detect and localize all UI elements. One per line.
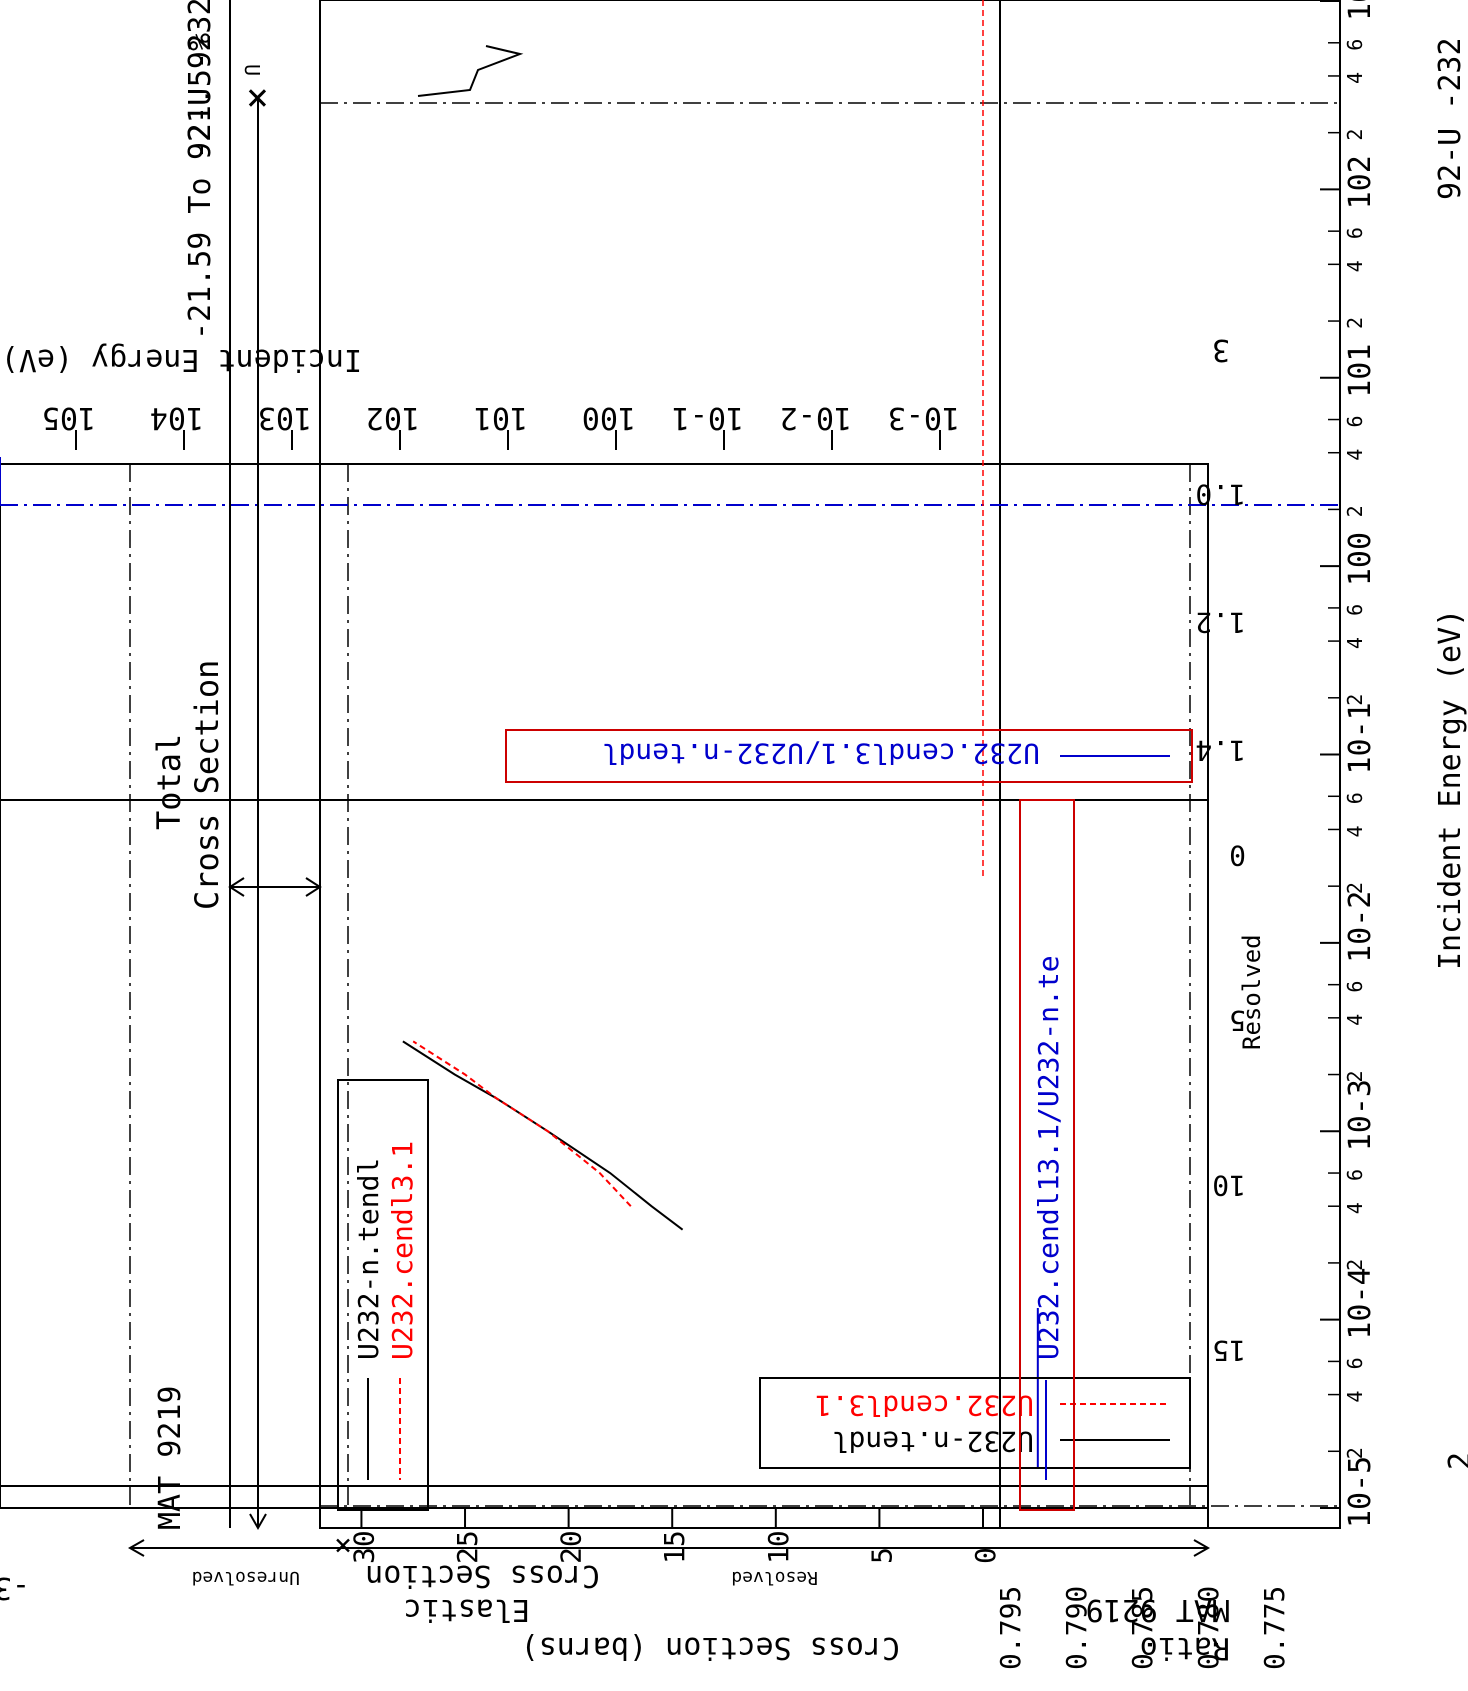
energy-minor-label: 2 [1343, 317, 1367, 329]
energy-minor-label: 4 [1343, 825, 1367, 837]
upper-energy-tick-label: 10-2 [780, 400, 852, 435]
legend-lower-b: U232.cendl3.1 [815, 1389, 1034, 1422]
x-axis-label-mirrored: Incident Energy (eV) [1, 342, 362, 377]
energy-minor-label: 6 [1343, 981, 1367, 993]
footer-right: 92-U -232 [1433, 37, 1468, 200]
energy-minor-label: 6 [1343, 792, 1367, 804]
upper-energy-tick-label: 101 [474, 400, 528, 435]
legend-lower-a: U232-n.tendl [832, 1425, 1034, 1458]
x-marker: × [334, 1528, 352, 1563]
energy-minor-label: 2 [1343, 694, 1367, 706]
cs-tick-label: 0 [969, 1547, 1002, 1564]
legend-upper: U232-n.tendl U232.cendl3.1 [338, 1080, 428, 1510]
upper-energy-tick-label: 103 [258, 400, 312, 435]
energy-tick-label: 102 [1343, 155, 1378, 209]
total-cs-frame [0, 464, 1208, 1508]
legend-b: U232.cendl3.1 [386, 1141, 419, 1360]
header-right: 92-U -232 [183, 0, 218, 160]
upper-energy-tick-label: 100 [582, 400, 636, 435]
y-axis-sublabel-2: Cross Section [365, 1558, 600, 1593]
energy-tick-label: 100 [1343, 532, 1378, 586]
energy-minor-label: 6 [1343, 1169, 1367, 1181]
ratio-tick-label: 0.795 [994, 1586, 1027, 1670]
energy-tick-label: 10-5 [1343, 1456, 1378, 1528]
energy-minor-label: 6 [1343, 415, 1367, 427]
ratio-axis-label: Ratio [1140, 1630, 1230, 1665]
series-line-1 [413, 1041, 631, 1206]
energy-minor-label: 4 [1343, 449, 1367, 461]
energy-minor-label: 2 [1343, 1070, 1367, 1082]
upper-ratio-tick-label: 1.4 [1195, 734, 1246, 767]
x-axis-label: Incident Energy (eV) [1433, 609, 1468, 970]
energy-minor-label: 6 [1343, 39, 1367, 51]
energy-minor-label: 6 [1343, 1357, 1367, 1369]
upper-cs-tick-label: 0 [1229, 839, 1246, 872]
u-marker-label: U [240, 64, 264, 76]
legend-ratio-text: U232.cendl3.1/U232-n.tendl [602, 737, 1040, 770]
energy-tick-label: 10-3 [1343, 1079, 1378, 1151]
legend-lower: U232.cendl3.1 U232-n.tendl [760, 1378, 1190, 1468]
upper-energy-tick-label: 105 [42, 400, 96, 435]
reference-lines [130, 103, 1340, 1508]
energy-minor-label: 2 [1343, 505, 1367, 517]
cs-tick-label: 5 [865, 1547, 898, 1564]
y-axis-sublabel-1: Elastic [404, 1592, 530, 1627]
mat-mirrored: MAT 9219 [1086, 1592, 1231, 1627]
upper-cs-tick-label: 15 [1212, 1334, 1246, 1367]
upper-header: -21.59 To -21.59% 92-U -232 92-U -232 [183, 0, 1468, 340]
corner-label: -3 [0, 1570, 30, 1605]
ratio-tick-label: 0.775 [1258, 1586, 1291, 1670]
legend-a: U232-n.tendl [352, 1158, 385, 1360]
resolved-label: Resolved [1238, 934, 1266, 1050]
legend-ratio-upper: U232.cendl3.1/U232-n.tendl [506, 730, 1192, 782]
unresolved-label: Unresolved [192, 1567, 300, 1588]
energy-minor-label: 4 [1343, 1391, 1367, 1403]
series-line-0 [403, 1041, 683, 1229]
energy-tick-label: 10-1 [1343, 702, 1378, 774]
energy-minor-label: 2 [1343, 129, 1367, 141]
mat-label: MAT 9219 [153, 1386, 188, 1531]
energy-tick-label: 10-2 [1343, 891, 1378, 963]
legend-ratio-lower-text: U232.cendl13.1/U232-n.te [1032, 955, 1065, 1360]
energy-minor-label: 4 [1343, 72, 1367, 84]
chart-title-line2: Cross Section [188, 660, 226, 910]
upper-cs-tick-label: 10 [1212, 1169, 1246, 1202]
energy-tick-label: 101 [1343, 344, 1378, 398]
energy-tick-label: 103 [1343, 0, 1378, 21]
upper-ratio-tick-label: 1.2 [1195, 606, 1246, 639]
energy-minor-label: 4 [1343, 1014, 1367, 1026]
side-number-2: 2 [1443, 1452, 1468, 1470]
y-axis-label: Cross Section (barns) [521, 1630, 900, 1665]
upper-energy-tick-label: 10-1 [672, 400, 744, 435]
upper-ratio-tick-label: 1.0 [1195, 478, 1246, 511]
upper-spike-curve [418, 46, 520, 96]
resolved-band-label: Resolved [731, 1567, 818, 1588]
energy-minor-label: 2 [1343, 882, 1367, 894]
energy-minor-label: 4 [1343, 637, 1367, 649]
upper-energy-tick-label: 104 [150, 400, 204, 435]
energy-minor-label: 6 [1343, 604, 1367, 616]
chart-title-line1: Total [150, 734, 188, 830]
energy-minor-label: 6 [1343, 227, 1367, 239]
energy-minor-label: 2 [1343, 1259, 1367, 1271]
energy-minor-label: 4 [1343, 1202, 1367, 1214]
energy-minor-label: 2 [1343, 1447, 1367, 1459]
upper-energy-tick-label: 102 [366, 400, 420, 435]
side-number-3: 3 [1212, 332, 1230, 367]
energy-minor-label: 4 [1343, 260, 1367, 272]
energy-tick-label: 10-4 [1343, 1267, 1378, 1339]
upper-energy-tick-label: 10-3 [888, 400, 960, 435]
